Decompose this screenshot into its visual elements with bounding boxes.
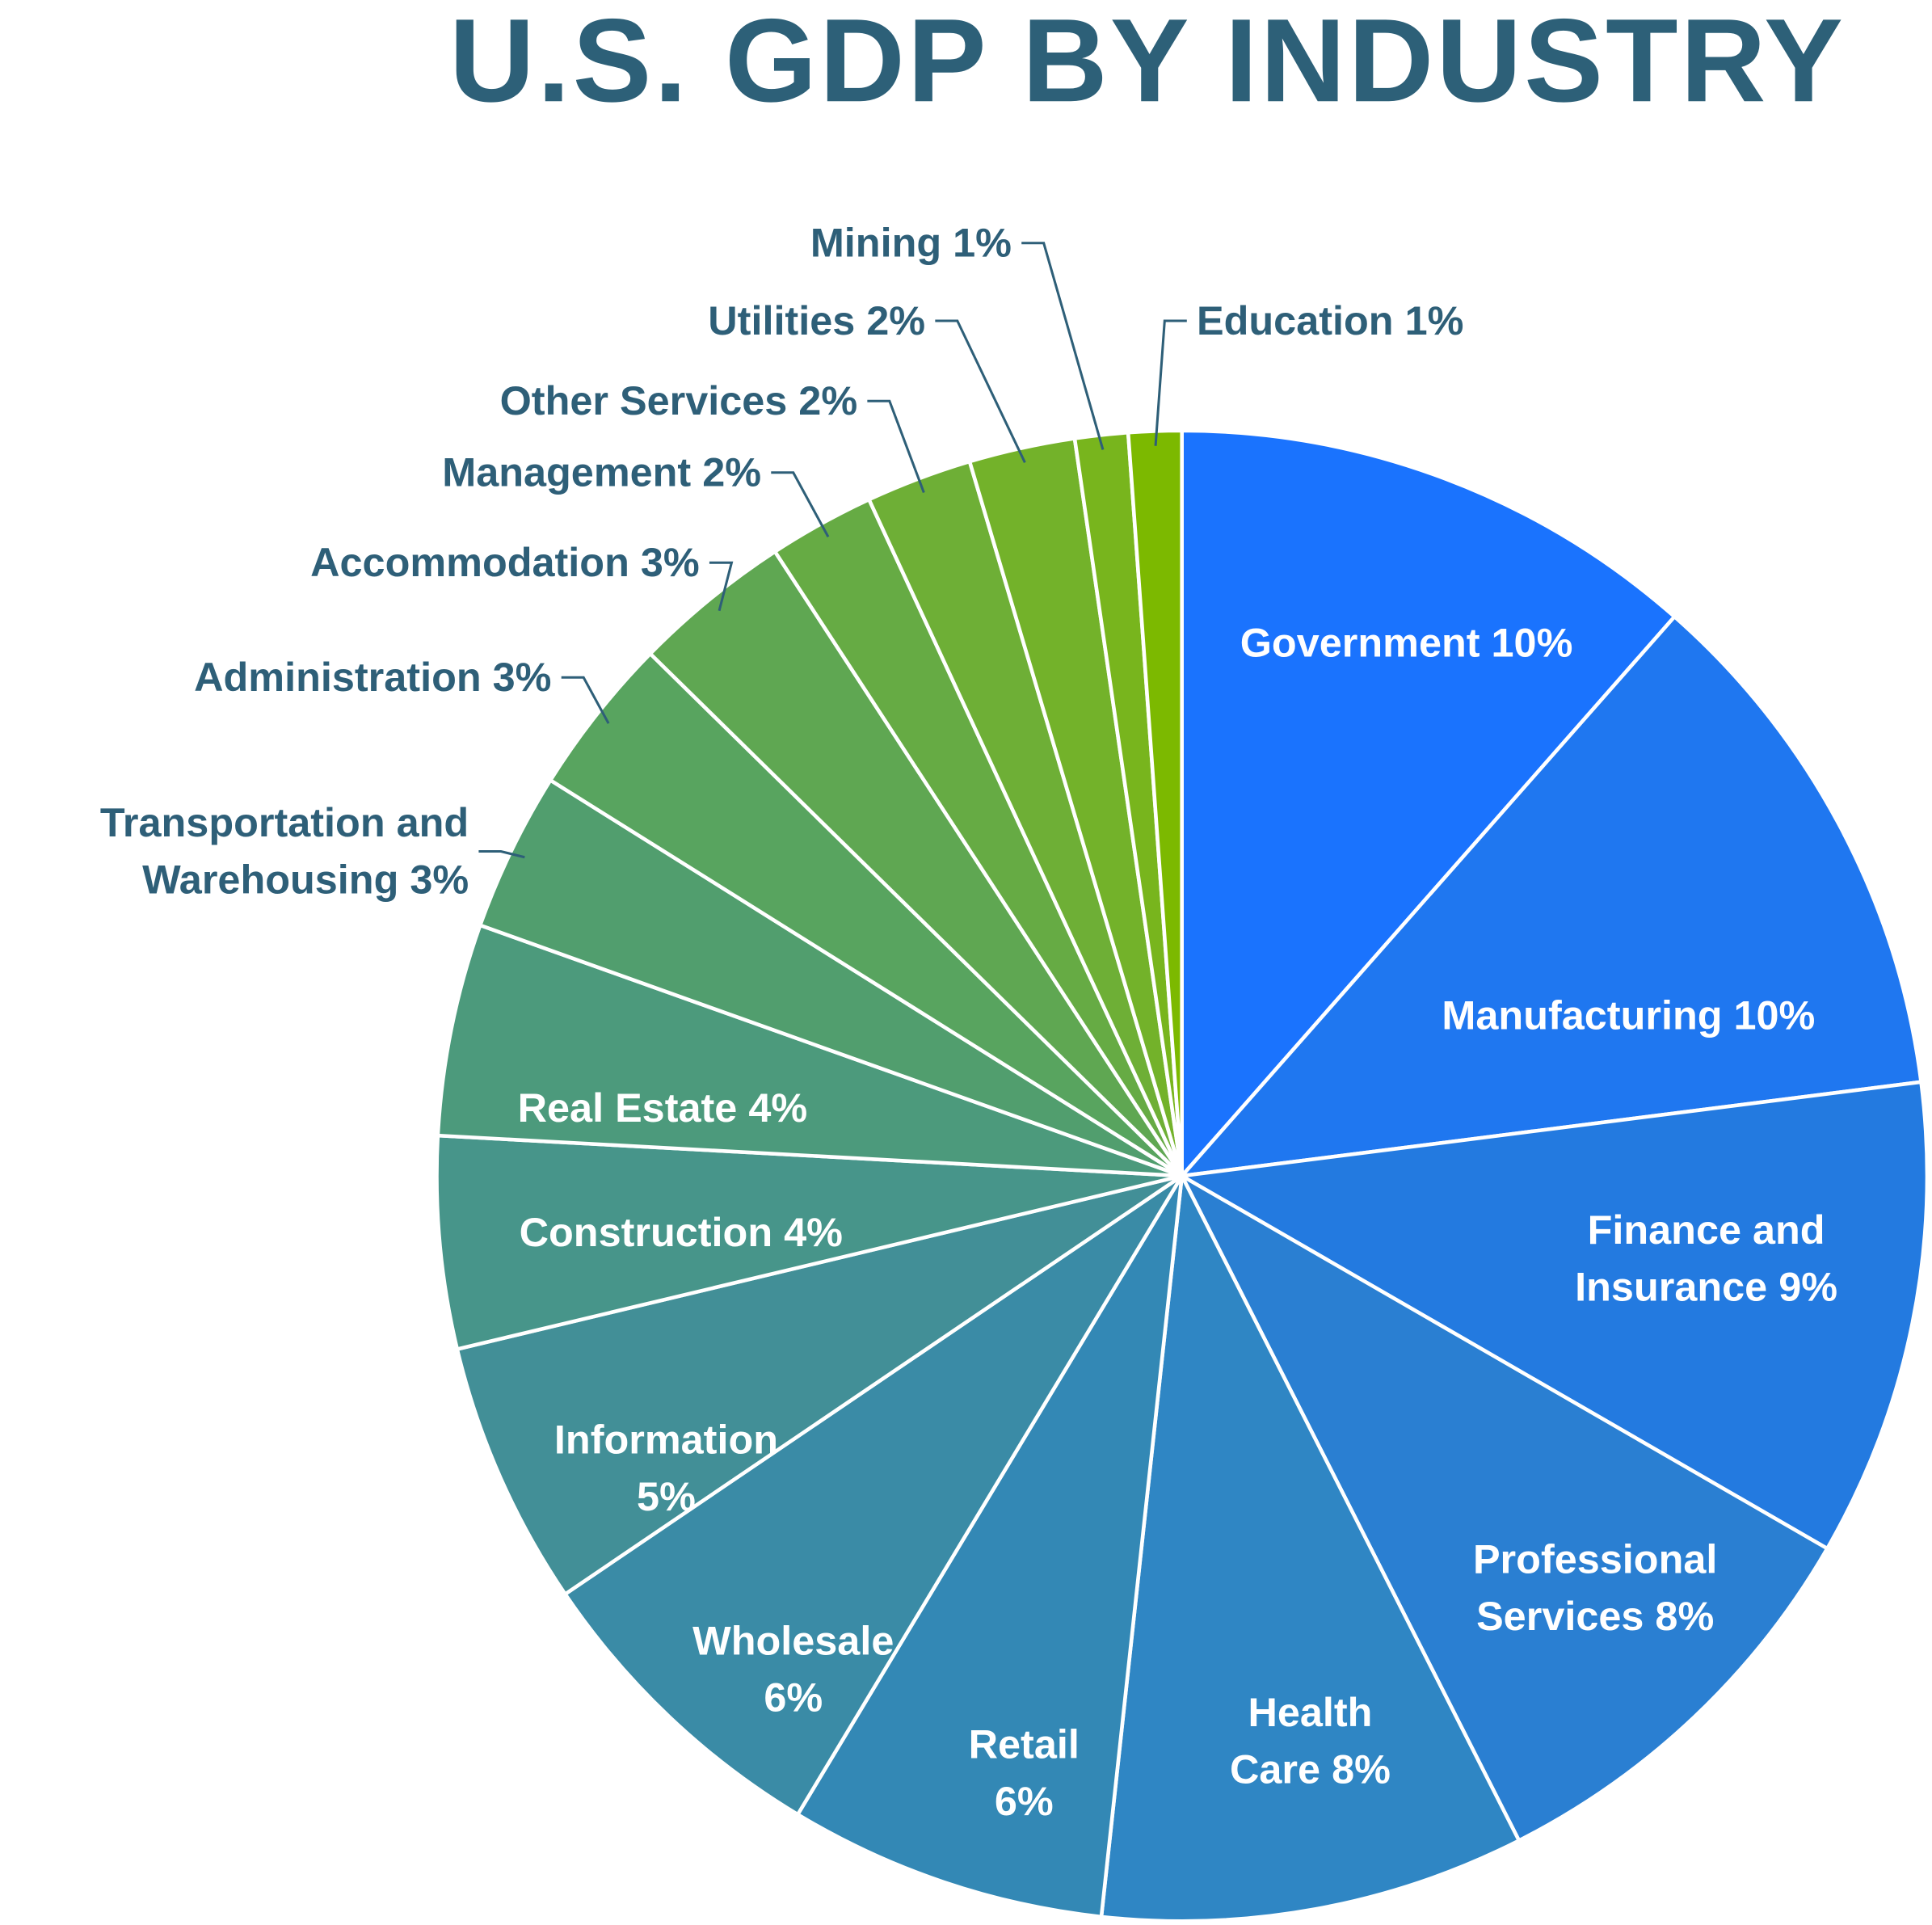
value-label: 4% [784,1209,843,1255]
category-label: Retail [968,1721,1080,1767]
leader-line [478,849,525,859]
leader-line [561,676,610,724]
value-label: 1% [953,219,1012,266]
value-label: 8% [1655,1593,1715,1639]
slice-label: Other Services 2% [339,373,858,429]
category-label: Manufacturing [1442,992,1723,1038]
slice-label: Real Estate 4% [416,1080,910,1136]
slice-label: Manufacturing 10% [1382,987,1875,1043]
slice-label: Government 10% [1160,614,1653,671]
category-label: Information [554,1416,779,1463]
slice-label: Utilities 2% [407,293,925,349]
leader-line [1021,242,1105,450]
chart-title: U.S. GDP BY INDUSTRY [448,0,1846,128]
pie-slice [1176,1080,1930,1552]
value-label: 2% [798,377,858,423]
pie-slice [562,1174,1184,1818]
category-label: Other Services [499,377,788,423]
value-label: 4% [748,1085,808,1131]
slice-label: Management 2% [243,444,761,501]
slice-label: Wholesale 6% [670,1613,916,1726]
value-label: 2% [866,297,926,343]
category-label: Finance and Insurance [1575,1207,1825,1309]
slice-label: Information 5% [524,1412,808,1525]
slice-label: Accommodation 3% [181,534,700,591]
value-label: 3% [492,654,552,700]
slice-label: Education 1% [1197,293,1463,349]
value-label: 8% [1332,1746,1391,1792]
slice-label: Retail 6% [950,1716,1098,1830]
slice-label: Finance and Insurance 9% [1539,1202,1872,1315]
leader-line [1154,319,1187,446]
category-label: Education [1197,297,1394,343]
category-label: Professional Services [1472,1535,1718,1639]
leader-line [771,471,830,537]
value-label: 6% [994,1778,1054,1824]
slice-label: Administration 3% [33,649,551,706]
value-label: 10% [1491,619,1573,665]
value-label: 1% [1404,297,1464,343]
category-label: Mining [810,219,942,266]
value-label: 6% [764,1674,823,1721]
pie-slice [455,1173,1183,1597]
category-label: Wholesale [692,1617,894,1664]
pie-slice [1126,428,1184,1177]
value-label: 3% [640,539,700,585]
value-label: 5% [637,1473,696,1519]
value-label: 10% [1733,992,1816,1038]
leader-line [867,399,925,494]
category-label: Health Care [1230,1689,1373,1792]
value-label: 3% [410,856,469,903]
slice-label: Professional Services 8% [1429,1531,1762,1645]
category-label: Accommodation [310,539,629,585]
pie-slice [1176,613,1924,1179]
pie-slice [1180,428,1677,1182]
pie-slice [795,1174,1184,1919]
slice-label: Construction 4% [434,1204,928,1261]
category-label: Utilities [708,297,856,343]
leader-line [709,561,734,612]
category-label: Construction [519,1209,773,1255]
pie-slice [1177,1171,1830,1843]
pie-slice [436,922,1183,1178]
value-label: 9% [1778,1263,1838,1309]
slice-label: Mining 1% [494,215,1012,272]
slice-label: Health Care 8% [1206,1684,1416,1797]
category-label: Administration [194,654,482,700]
category-label: Real Estate [517,1085,738,1131]
value-label: 2% [702,449,762,495]
category-label: Management [442,449,692,495]
category-label: Government [1240,619,1480,665]
category-label: Transportation and Warehousing [99,799,469,903]
pie-slice [1099,1169,1522,1923]
leader-line [935,319,1026,463]
slice-label: Transportation and Warehousing 3% [0,794,469,908]
pie-slice [435,1133,1183,1352]
